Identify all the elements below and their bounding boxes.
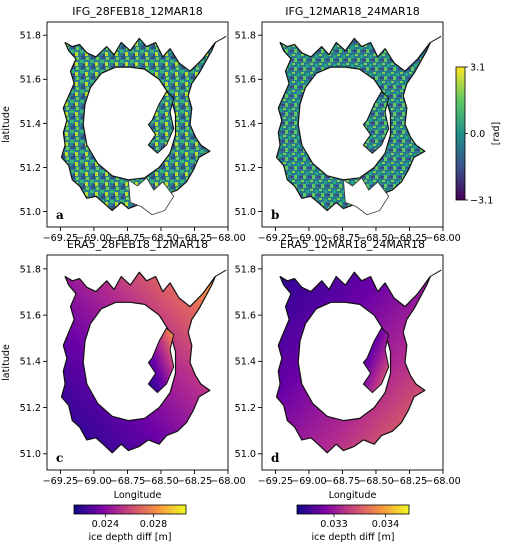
y-tick-label: 51.0 — [20, 207, 41, 218]
colorbar-phase-label: [rad] — [491, 122, 502, 145]
x-tick-label: −68.50 — [358, 476, 394, 487]
y-tick-label: 51.4 — [235, 119, 256, 130]
colorbar-era_c: 0.024 0.028 ice depth diff [m] — [74, 505, 186, 543]
colorbar-era_d-bar — [297, 505, 409, 514]
colorbar-era_c-tick-label: 0.024 — [92, 519, 119, 530]
peninsula-c — [148, 328, 173, 393]
y-tick-label: 51.2 — [235, 403, 256, 414]
x-tick-label: −68.75 — [325, 476, 361, 487]
x-tick-label: −68.75 — [110, 476, 146, 487]
panel-title-d: ERA5_12MAR18_24MAR18 — [280, 238, 425, 251]
x-axis-label-d: Longitude — [329, 490, 377, 501]
x-tick-label: −69.25 — [258, 476, 294, 487]
x-tick-label: −68.25 — [177, 476, 213, 487]
x-tick-label: −69.00 — [291, 476, 327, 487]
x-tick-label: −68.00 — [210, 476, 246, 487]
y-tick-label: 51.2 — [20, 163, 41, 174]
y-tick-label: 51.0 — [20, 449, 41, 460]
y-tick-label: 51.6 — [20, 75, 41, 86]
x-tick-label: −68.50 — [143, 476, 179, 487]
peninsula-d — [363, 328, 388, 393]
colorbar-era_d-tick-label: 0.033 — [320, 519, 347, 530]
colorbar-era_c-label: ice depth diff [m] — [88, 532, 171, 543]
panel-a: IFG_28FEB18_12MAR18 51.0 51.2 51.4 51.6 51.8 −… — [1, 5, 246, 244]
peninsula-a — [148, 92, 173, 154]
y-tick-label: 51.8 — [235, 31, 256, 42]
panel-title-c: ERA5_28FEB18_12MAR18 — [67, 238, 208, 251]
y-tick-label: 51.0 — [235, 449, 256, 460]
panel-title-a: IFG_28FEB18_12MAR18 — [72, 5, 203, 18]
peninsula-b — [363, 92, 388, 154]
y-axis-label-c: latitude — [1, 344, 12, 381]
y-tick-label: 51.6 — [235, 75, 256, 86]
x-tick-label: −68.25 — [392, 476, 428, 487]
colorbar-phase: 3.1 0.0 −3.1 [rad] — [456, 62, 502, 206]
y-tick-label: 51.2 — [20, 403, 41, 414]
colorbar-phase-tick-label: 3.1 — [470, 62, 485, 73]
x-tick-label: −69.25 — [43, 476, 79, 487]
x-tick-label: −69.00 — [76, 476, 112, 487]
colorbar-phase-tick-label: 0.0 — [470, 129, 485, 140]
reservoir-d — [277, 272, 431, 453]
y-tick-label: 51.4 — [235, 357, 256, 368]
y-tick-label: 51.4 — [20, 357, 41, 368]
panel-c: ERA5_28FEB18_12MAR18 51.0 51.2 51.4 51.6 51.8… — [1, 238, 246, 501]
panel-letter-b: b — [271, 208, 279, 222]
colorbar-era_d-label: ice depth diff [m] — [311, 532, 394, 543]
panel-b: IFG_12MAR18_24MAR18 51.0 51.2 51.4 51.6 51.8 −… — [235, 5, 461, 244]
colorbar-era_c-bar — [74, 505, 186, 514]
colorbar-era_d-tick-label: 0.034 — [372, 519, 399, 530]
y-tick-label: 51.6 — [235, 311, 256, 322]
reservoir-c — [62, 272, 216, 453]
y-tick-label: 51.6 — [20, 311, 41, 322]
colorbar-era_d: 0.033 0.034 ice depth diff [m] — [297, 505, 409, 543]
y-tick-label: 51.2 — [235, 163, 256, 174]
x-tick-label: −68.00 — [425, 233, 461, 244]
y-tick-label: 51.4 — [20, 119, 41, 130]
colorbar-era_c-tick-label: 0.028 — [140, 519, 167, 530]
y-tick-label: 51.8 — [235, 264, 256, 275]
colorbar-phase-tick-label: −3.1 — [470, 195, 493, 206]
y-tick-label: 51.8 — [20, 264, 41, 275]
y-tick-label: 51.0 — [235, 207, 256, 218]
colorbar-phase-bar — [456, 67, 465, 200]
panel-d: ERA5_12MAR18_24MAR18 51.0 51.2 51.4 51.6 51.8… — [235, 238, 461, 501]
panel-letter-d: d — [271, 451, 280, 465]
x-tick-label: −68.00 — [425, 476, 461, 487]
y-tick-label: 51.8 — [20, 31, 41, 42]
y-axis-label-a: latitude — [1, 106, 12, 143]
panel-title-b: IFG_12MAR18_24MAR18 — [285, 5, 419, 18]
panel-letter-a: a — [56, 208, 64, 222]
x-tick-label: −68.00 — [210, 233, 246, 244]
panel-letter-c: c — [56, 451, 63, 465]
x-axis-label-c: Longitude — [114, 490, 162, 501]
